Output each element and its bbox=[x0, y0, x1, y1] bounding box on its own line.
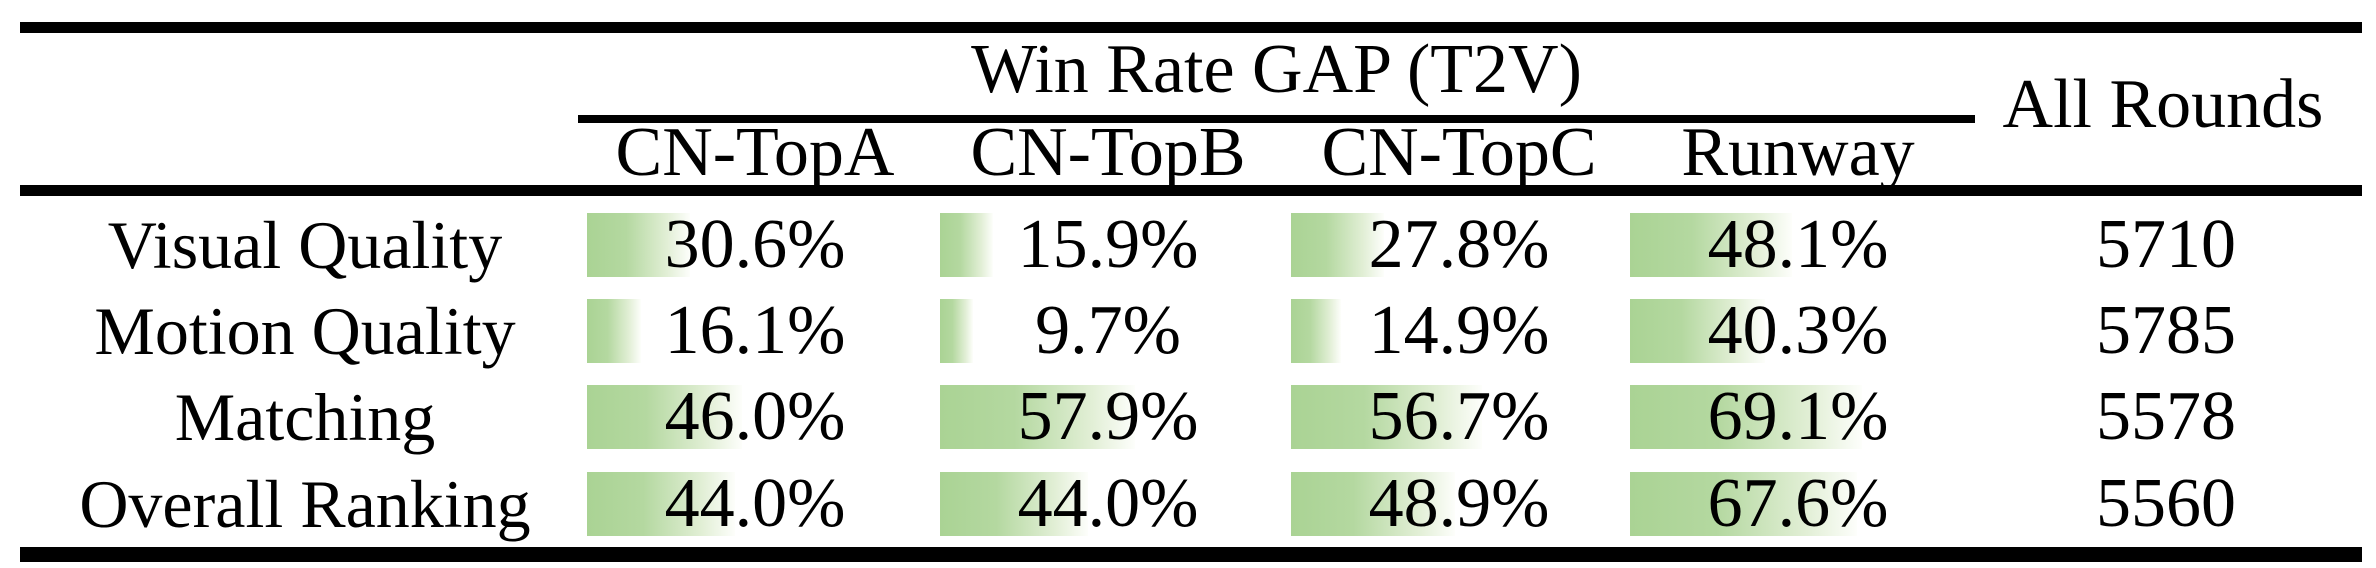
win-rate-bar bbox=[940, 299, 973, 363]
bar-cell: 57.9% bbox=[940, 378, 1276, 455]
bar-cell: 67.6% bbox=[1630, 465, 1966, 542]
bar-cell: 44.0% bbox=[587, 465, 923, 542]
win-rate-value: 16.1% bbox=[664, 292, 846, 369]
win-rate-bar bbox=[587, 299, 642, 363]
win-rate-bar bbox=[940, 385, 1135, 449]
bar-cell: 27.8% bbox=[1291, 206, 1627, 283]
win-rate-value: 46.0% bbox=[664, 378, 846, 455]
win-rate-bar bbox=[1630, 472, 1858, 536]
column-header-runway: Runway bbox=[1681, 114, 1915, 191]
column-header-all-rounds: All Rounds bbox=[2002, 66, 2324, 143]
win-rate-value: 56.7% bbox=[1368, 378, 1550, 455]
bar-cell: 69.1% bbox=[1630, 378, 1966, 455]
win-rate-value: 14.9% bbox=[1368, 292, 1550, 369]
win-rate-value: 9.7% bbox=[1035, 292, 1181, 369]
win-rate-value: 40.3% bbox=[1707, 292, 1889, 369]
bar-cell: 44.0% bbox=[940, 465, 1276, 542]
win-rate-bar bbox=[1291, 213, 1385, 277]
row-label: Visual Quality bbox=[107, 206, 503, 283]
win-rate-bar bbox=[1291, 472, 1456, 536]
bar-cell: 40.3% bbox=[1630, 292, 1966, 369]
win-rate-bar bbox=[1630, 299, 1766, 363]
win-rate-bar bbox=[940, 213, 994, 277]
win-rate-value: 30.6% bbox=[664, 206, 846, 283]
win-rate-bar bbox=[1630, 213, 1792, 277]
win-rate-value: 48.1% bbox=[1707, 206, 1889, 283]
all-rounds-value: 5578 bbox=[2096, 378, 2236, 455]
column-header-cn-topb: CN-TopB bbox=[970, 114, 1246, 191]
row-label: Matching bbox=[174, 378, 436, 455]
win-rate-bar bbox=[587, 472, 735, 536]
bar-cell: 48.9% bbox=[1291, 465, 1627, 542]
win-rate-value: 69.1% bbox=[1707, 378, 1889, 455]
win-rate-value: 15.9% bbox=[1017, 206, 1199, 283]
all-rounds-value: 5785 bbox=[2096, 292, 2236, 369]
row-label: Motion Quality bbox=[94, 292, 516, 369]
column-header-cn-topc: CN-TopC bbox=[1321, 114, 1597, 191]
all-rounds-value: 5710 bbox=[2096, 206, 2236, 283]
win-rate-bar bbox=[940, 472, 1088, 536]
win-rate-value: 27.8% bbox=[1368, 206, 1550, 283]
top-rule bbox=[20, 22, 2362, 33]
group-header-rule bbox=[578, 115, 1975, 123]
win-rate-bar bbox=[587, 213, 690, 277]
win-rate-bar bbox=[1291, 299, 1342, 363]
group-header: Win Rate GAP (T2V) bbox=[971, 31, 1582, 108]
win-rate-bar bbox=[1291, 385, 1482, 449]
row-label: Overall Ranking bbox=[79, 465, 531, 542]
win-rate-bar bbox=[1630, 385, 1863, 449]
win-rate-value: 67.6% bbox=[1707, 465, 1889, 542]
column-header-cn-topa: CN-TopA bbox=[615, 114, 895, 191]
bar-cell: 9.7% bbox=[940, 292, 1276, 369]
bottom-rule bbox=[20, 547, 2362, 562]
win-rate-value: 44.0% bbox=[664, 465, 846, 542]
bar-cell: 16.1% bbox=[587, 292, 923, 369]
header-rule bbox=[20, 185, 2362, 196]
win-rate-value: 48.9% bbox=[1368, 465, 1550, 542]
win-rate-value: 57.9% bbox=[1017, 378, 1199, 455]
win-rate-value: 44.0% bbox=[1017, 465, 1199, 542]
win-rate-bar bbox=[587, 385, 742, 449]
bar-cell: 15.9% bbox=[940, 206, 1276, 283]
all-rounds-value: 5560 bbox=[2096, 465, 2236, 542]
bar-cell: 56.7% bbox=[1291, 378, 1627, 455]
bar-cell: 14.9% bbox=[1291, 292, 1627, 369]
bar-cell: 30.6% bbox=[587, 206, 923, 283]
bar-cell: 48.1% bbox=[1630, 206, 1966, 283]
bar-cell: 46.0% bbox=[587, 378, 923, 455]
